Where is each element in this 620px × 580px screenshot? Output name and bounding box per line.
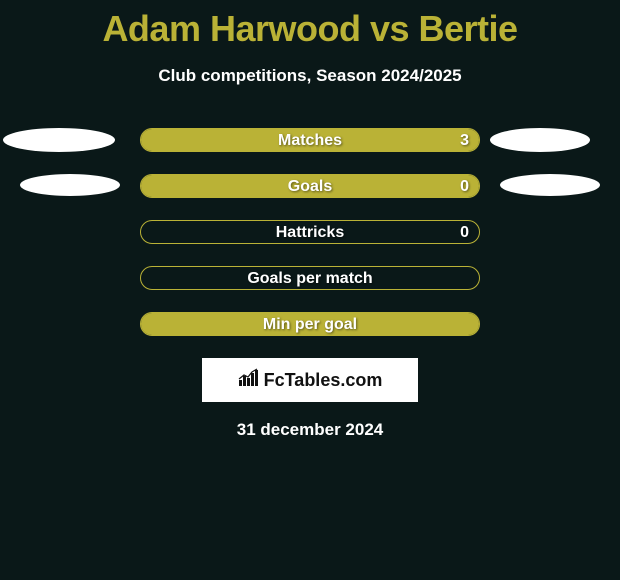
- stat-row-matches: Matches 3: [0, 128, 620, 152]
- bar-goals: Goals 0: [140, 174, 480, 198]
- stat-value: 0: [460, 175, 469, 198]
- bar-hattricks: Hattricks 0: [140, 220, 480, 244]
- bar-goals-per-match: Goals per match: [140, 266, 480, 290]
- stat-label: Goals: [141, 175, 479, 198]
- stat-value: 0: [460, 221, 469, 244]
- stat-row-min-per-goal: Min per goal: [0, 312, 620, 336]
- stat-label: Matches: [141, 129, 479, 152]
- date-line: 31 december 2024: [0, 420, 620, 440]
- brand-box: FcTables.com: [202, 358, 418, 402]
- page-title: Adam Harwood vs Bertie: [0, 0, 620, 50]
- stat-row-hattricks: Hattricks 0: [0, 220, 620, 244]
- stat-row-goals: Goals 0: [0, 174, 620, 198]
- stat-value: 3: [460, 129, 469, 152]
- stats-area: Matches 3 Goals 0 Hattricks 0 Goals per …: [0, 128, 620, 336]
- page-subtitle: Club competitions, Season 2024/2025: [0, 66, 620, 86]
- stat-label: Goals per match: [141, 267, 479, 290]
- bar-chart-icon: [238, 368, 260, 393]
- brand-text: FcTables.com: [264, 370, 383, 391]
- stat-label: Min per goal: [141, 313, 479, 336]
- stat-label: Hattricks: [141, 221, 479, 244]
- bar-min-per-goal: Min per goal: [140, 312, 480, 336]
- bar-matches: Matches 3: [140, 128, 480, 152]
- stat-row-goals-per-match: Goals per match: [0, 266, 620, 290]
